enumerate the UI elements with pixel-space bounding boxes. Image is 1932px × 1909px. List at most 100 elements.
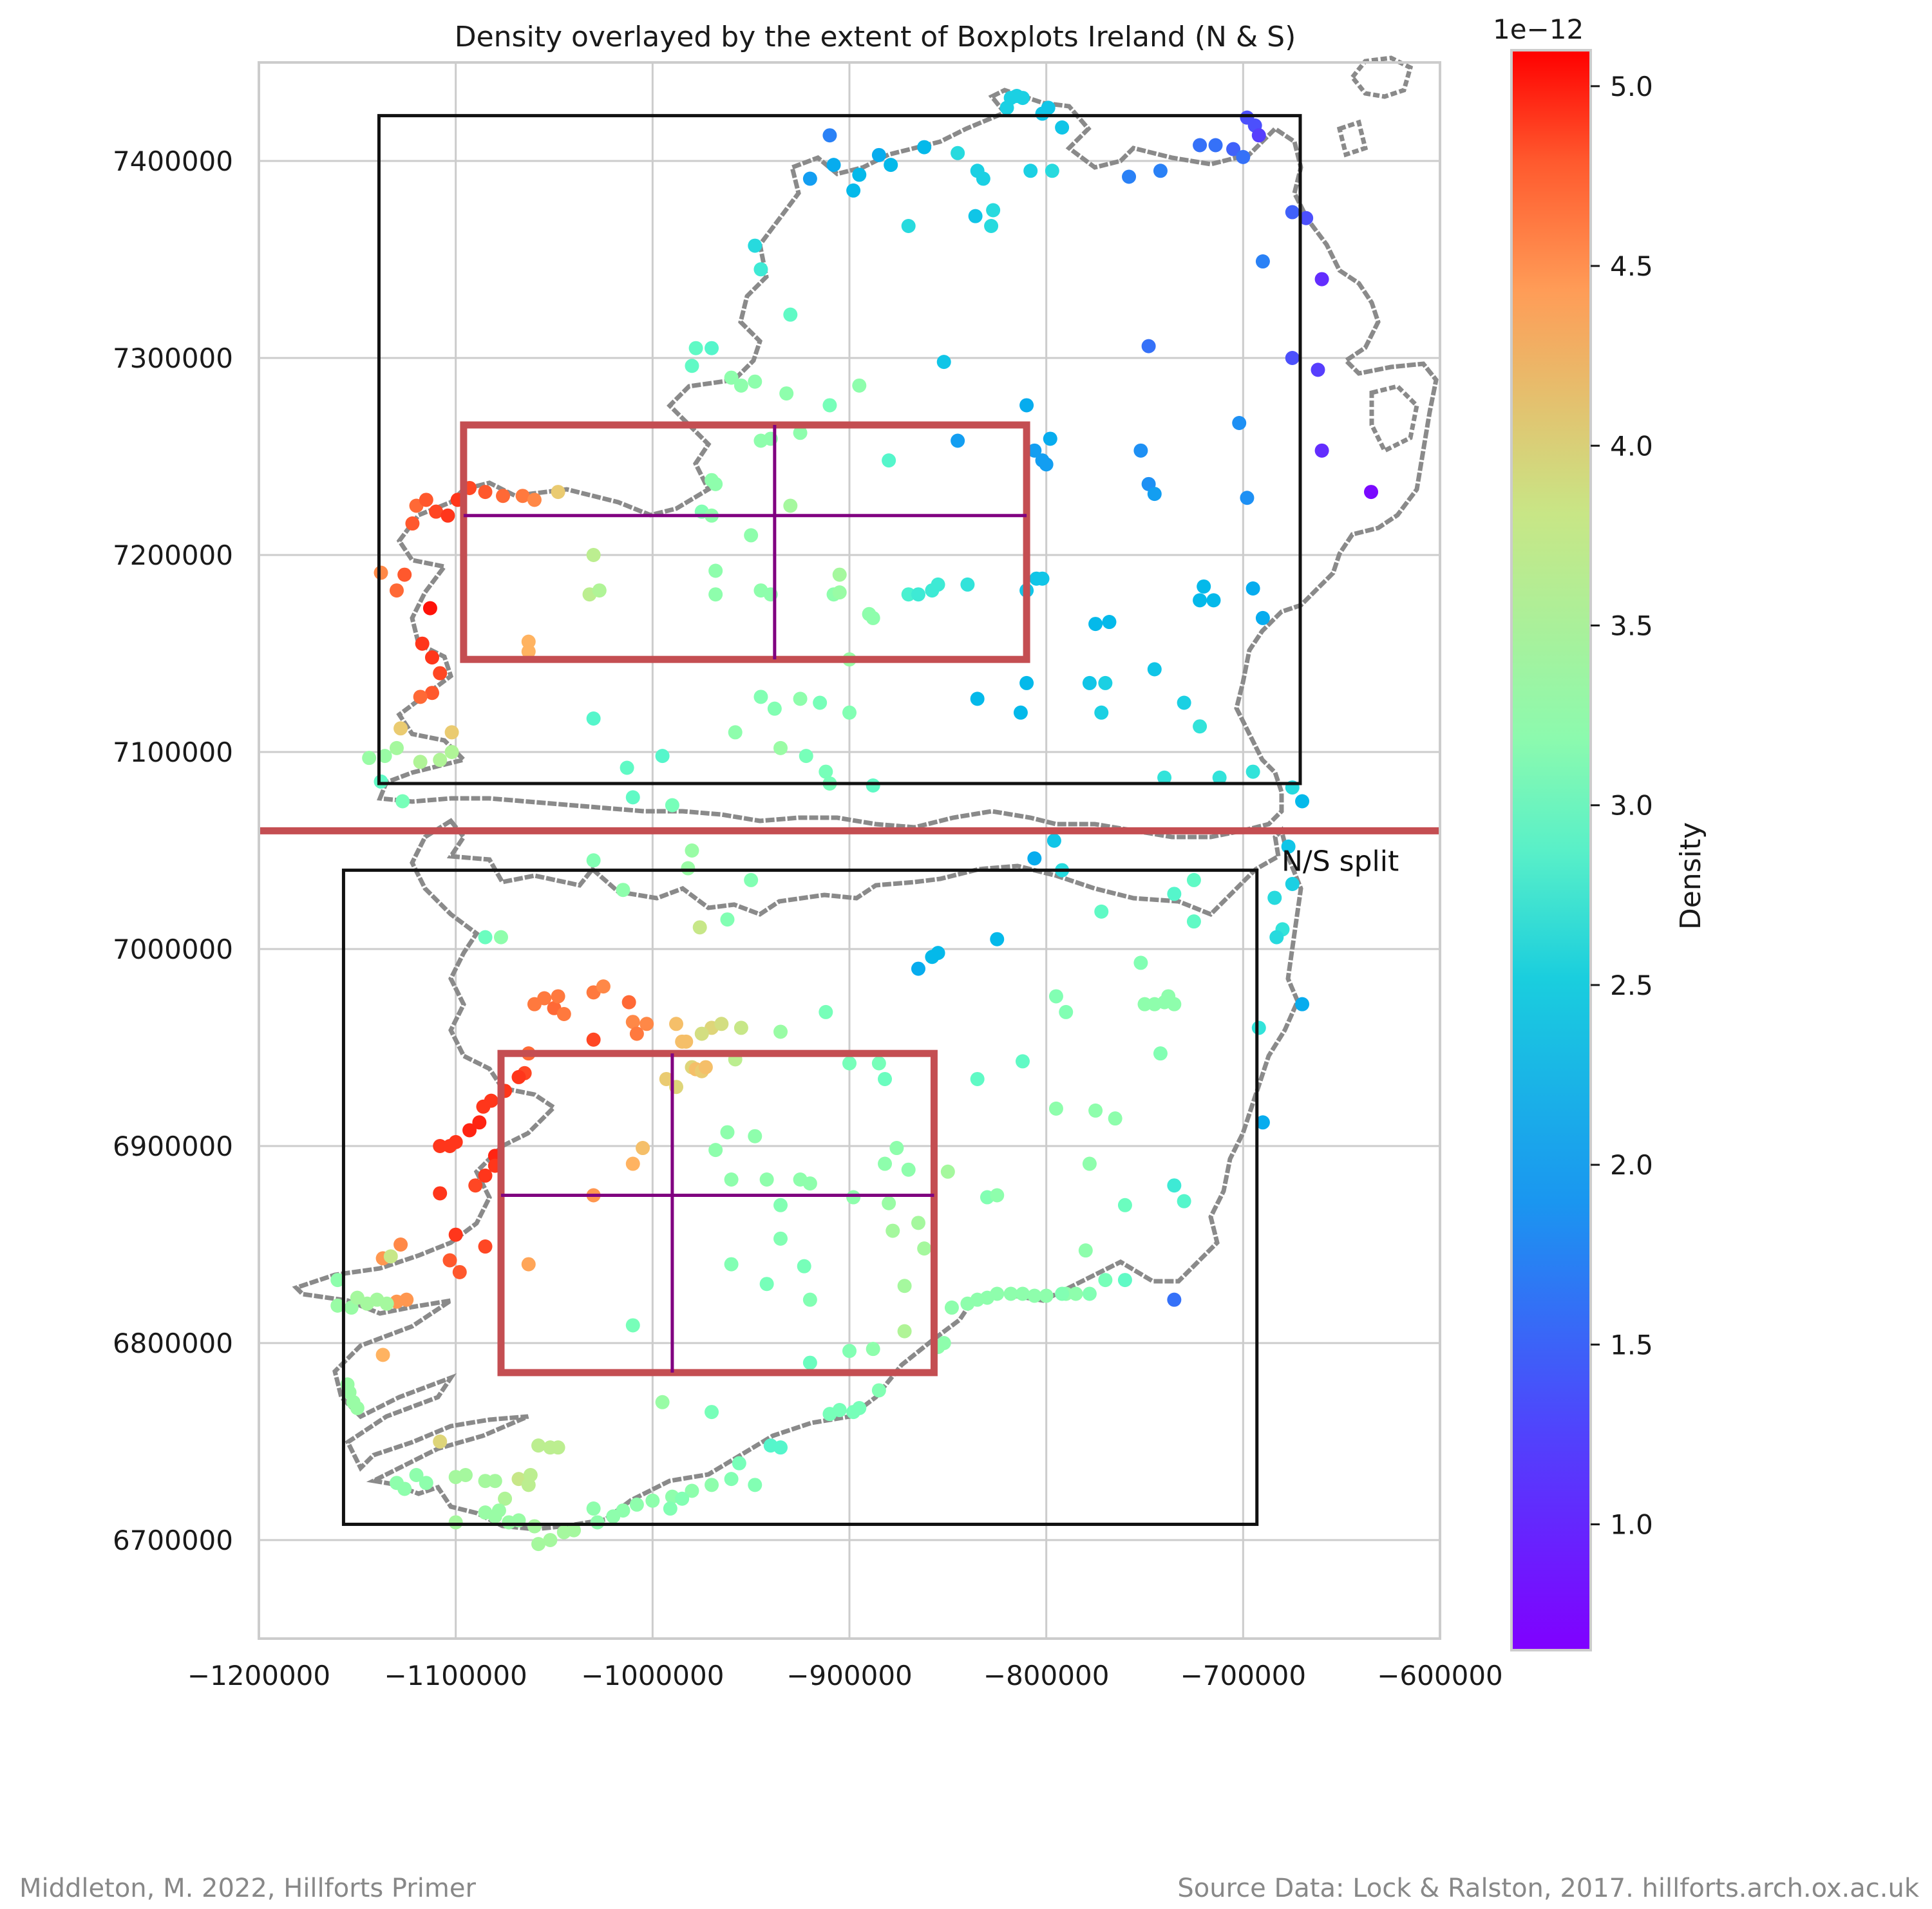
data-point — [433, 1434, 448, 1449]
data-point — [748, 1129, 762, 1143]
data-point — [1141, 339, 1156, 353]
y-tick-label: 7300000 — [113, 343, 233, 374]
data-point — [478, 485, 493, 500]
data-point — [1153, 164, 1168, 178]
data-point — [1094, 904, 1109, 919]
data-point — [586, 1501, 601, 1516]
data-point — [1285, 205, 1300, 220]
data-point — [1147, 487, 1162, 502]
data-point — [1078, 1243, 1093, 1258]
data-point — [1019, 675, 1034, 690]
data-point — [629, 1497, 644, 1512]
x-tick-label: −600000 — [1377, 1660, 1503, 1691]
data-point — [1364, 485, 1379, 500]
data-point — [1055, 1286, 1070, 1301]
data-point — [1059, 1004, 1074, 1019]
data-point — [1041, 100, 1056, 115]
data-point — [379, 1296, 394, 1311]
data-point — [842, 1344, 857, 1359]
data-point — [968, 209, 983, 223]
data-point — [793, 691, 808, 706]
colorbar-tick-label: 1.0 — [1610, 1509, 1653, 1541]
colorbar-gradient — [1510, 49, 1592, 1651]
data-point — [452, 1265, 467, 1279]
data-point — [1206, 593, 1221, 608]
data-point — [1108, 1111, 1122, 1126]
data-point — [708, 1143, 723, 1158]
data-point — [1267, 890, 1282, 905]
data-point — [629, 1026, 644, 1041]
data-point — [478, 1168, 493, 1183]
data-point — [936, 1336, 951, 1350]
data-point — [1186, 914, 1201, 929]
grid-lines — [258, 62, 1441, 1639]
data-point — [884, 158, 898, 173]
data-point — [917, 1241, 932, 1256]
data-point — [1133, 955, 1148, 970]
data-point — [493, 930, 508, 945]
data-point — [1255, 254, 1270, 269]
data-point — [1088, 1103, 1103, 1118]
data-point — [720, 1125, 735, 1140]
data-point — [960, 577, 975, 592]
data-point — [1299, 211, 1314, 225]
data-point — [832, 585, 847, 600]
data-point — [625, 1156, 640, 1171]
data-point — [1082, 1286, 1097, 1301]
data-point — [1197, 579, 1211, 594]
data-point — [415, 636, 430, 651]
data-point — [419, 493, 433, 507]
data-point — [1295, 794, 1310, 809]
data-point — [866, 610, 880, 625]
data-point — [753, 690, 768, 704]
data-point — [990, 1188, 1005, 1203]
data-point — [458, 1468, 473, 1483]
data-point — [1157, 770, 1172, 785]
data-point — [1245, 581, 1260, 596]
data-point — [698, 1060, 713, 1075]
data-point — [728, 725, 743, 740]
extent-boxes — [341, 114, 1302, 1527]
data-point — [826, 158, 841, 173]
data-point — [496, 489, 511, 503]
data-point — [350, 1400, 365, 1415]
data-point — [1015, 1286, 1030, 1301]
data-point — [395, 794, 410, 809]
boxplot-box-n — [460, 421, 1030, 663]
data-point — [871, 147, 886, 162]
data-point — [521, 634, 536, 649]
data-point — [620, 760, 634, 775]
data-point — [679, 1034, 694, 1049]
data-point — [515, 489, 530, 503]
data-point — [442, 1253, 457, 1268]
data-point — [852, 378, 867, 393]
data-point — [852, 1400, 867, 1415]
data-point — [405, 516, 420, 531]
data-point — [1015, 1054, 1030, 1069]
data-point — [990, 932, 1005, 946]
data-point — [590, 1515, 605, 1530]
data-point — [732, 1456, 746, 1471]
data-point — [1281, 839, 1296, 854]
y-tick-label: 7400000 — [113, 146, 233, 177]
data-point — [551, 989, 565, 1004]
data-point — [444, 725, 459, 740]
data-point — [543, 1533, 558, 1547]
data-point — [1137, 997, 1152, 1011]
data-point — [842, 1056, 857, 1071]
data-point — [744, 528, 759, 543]
data-point — [330, 1298, 345, 1313]
data-point — [616, 883, 630, 898]
data-point — [397, 567, 412, 582]
data-point — [1314, 443, 1329, 458]
data-point — [645, 1493, 660, 1508]
data-point — [468, 1178, 483, 1193]
colorbar-tick-label: 1.5 — [1610, 1329, 1653, 1360]
data-point — [448, 1515, 463, 1530]
data-point — [1045, 164, 1059, 178]
data-point — [984, 218, 999, 233]
y-tick-label: 7200000 — [113, 540, 233, 571]
data-point — [521, 644, 536, 659]
data-point — [429, 504, 444, 519]
data-point — [350, 1290, 365, 1305]
